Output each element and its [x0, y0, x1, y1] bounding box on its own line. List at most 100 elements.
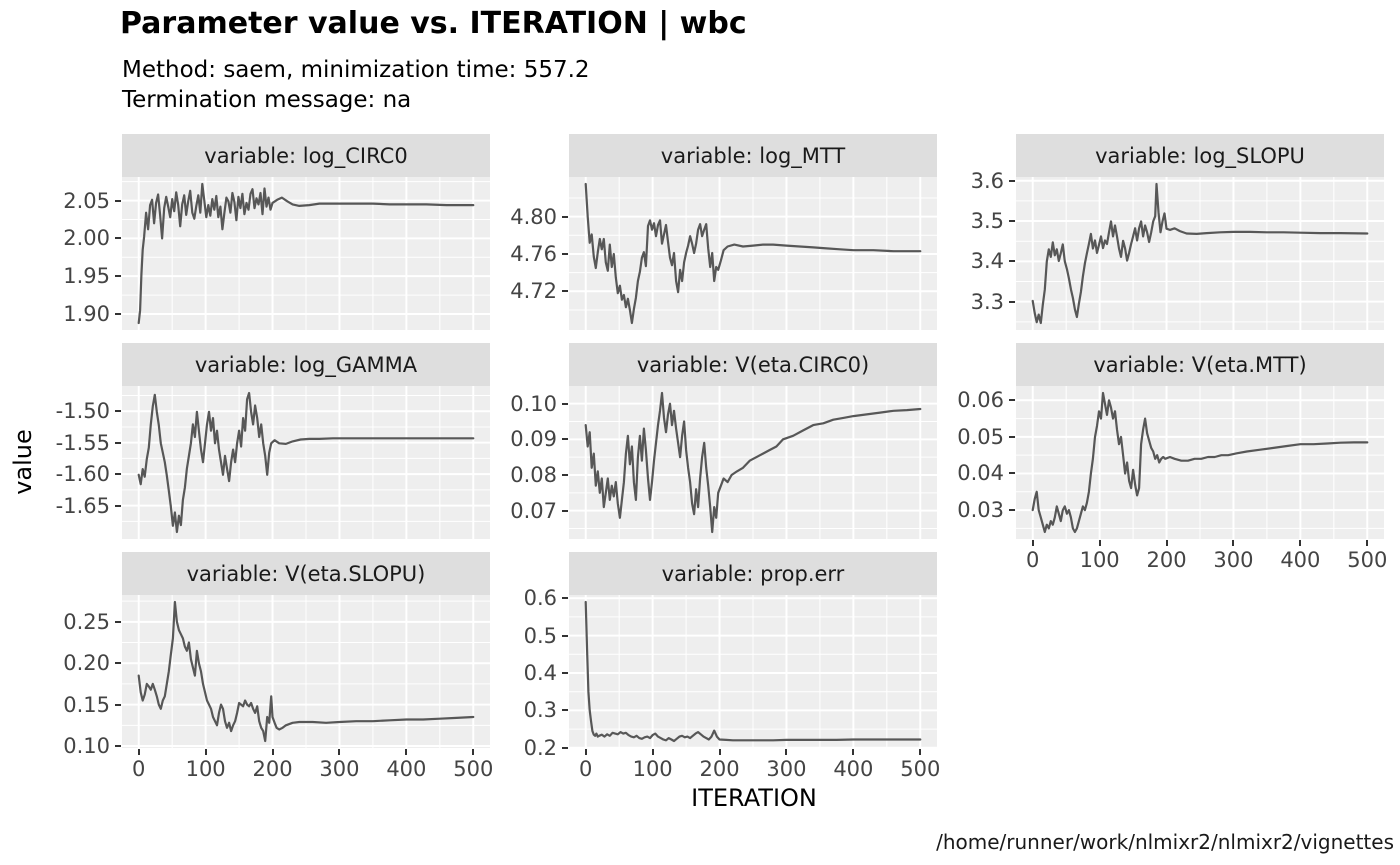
x-tick-mark — [1165, 540, 1168, 546]
x-tick-mark — [718, 749, 721, 755]
y-tick-mark — [1009, 220, 1015, 223]
y-tick-label: -1.60 — [55, 462, 110, 487]
y-tick-mark — [1009, 509, 1015, 512]
facet-panel — [569, 595, 937, 748]
y-tick-label: 0.4 — [523, 660, 557, 685]
y-tick-label: 0.6 — [523, 586, 557, 611]
y-tick-label: 0.15 — [63, 692, 110, 717]
x-tick-label: 200 — [699, 757, 740, 781]
y-tick-mark — [115, 441, 121, 444]
y-tick-mark — [1009, 399, 1015, 402]
x-tick-label: 0 — [1026, 548, 1040, 572]
trace-line — [137, 182, 475, 325]
x-tick-mark — [405, 749, 408, 755]
y-tick-label: 0.09 — [510, 427, 557, 452]
x-tick-label: 200 — [1146, 548, 1187, 572]
trace-line — [1031, 182, 1369, 325]
x-tick-mark — [651, 749, 654, 755]
x-tick-mark — [1031, 540, 1034, 546]
facet-strip: variable: log_CIRC0 — [122, 134, 490, 177]
x-tick-label: 100 — [632, 757, 673, 781]
y-tick-mark — [1009, 435, 1015, 438]
subtitle-method: Method: saem, minimization time: 557.2 — [122, 57, 590, 83]
y-tick-label: 0.10 — [510, 391, 557, 416]
trace-line — [1031, 391, 1369, 534]
y-tick-mark — [562, 709, 568, 712]
y-tick-mark — [562, 671, 568, 674]
y-tick-mark — [115, 312, 121, 315]
y-tick-label: -1.50 — [55, 399, 110, 424]
y-tick-label: 0.07 — [510, 498, 557, 523]
y-tick-mark — [115, 473, 121, 476]
y-tick-mark — [562, 634, 568, 637]
x-tick-mark — [1098, 540, 1101, 546]
y-tick-mark — [562, 746, 568, 749]
x-tick-mark — [338, 749, 341, 755]
y-tick-label: 0.03 — [957, 498, 1004, 523]
y-tick-mark — [115, 745, 121, 747]
x-tick-mark — [204, 749, 207, 755]
y-tick-mark — [562, 215, 568, 218]
x-tick-mark — [1232, 540, 1235, 546]
y-tick-mark — [562, 597, 568, 600]
y-tick-mark — [562, 438, 568, 441]
x-tick-mark — [919, 749, 922, 755]
y-tick-mark — [562, 252, 568, 255]
y-tick-label: 0.06 — [957, 388, 1004, 413]
x-tick-label: 0 — [579, 757, 593, 781]
page-title: Parameter value vs. ITERATION | wbc — [120, 6, 747, 41]
x-tick-label: 100 — [185, 757, 226, 781]
x-tick-label: 400 — [1280, 548, 1321, 572]
y-tick-label: 3.4 — [970, 249, 1004, 274]
x-tick-mark — [785, 749, 788, 755]
y-tick-mark — [115, 620, 121, 623]
x-tick-label: 500 — [453, 757, 494, 781]
y-tick-label: 1.95 — [63, 264, 110, 289]
y-tick-label: 3.5 — [970, 209, 1004, 234]
y-tick-label: 2.00 — [63, 226, 110, 251]
y-tick-label: 3.6 — [970, 168, 1004, 193]
y-tick-label: 0.2 — [523, 735, 557, 760]
y-tick-mark — [562, 402, 568, 405]
x-tick-mark — [1299, 540, 1302, 546]
x-tick-label: 0 — [132, 757, 146, 781]
y-tick-label: 3.3 — [970, 289, 1004, 314]
x-tick-mark — [852, 749, 855, 755]
y-tick-label: 0.05 — [957, 424, 1004, 449]
x-axis-title: ITERATION — [691, 784, 817, 812]
x-tick-label: 500 — [900, 757, 941, 781]
subtitle-termination: Termination message: na — [122, 87, 412, 113]
x-tick-label: 500 — [1347, 548, 1388, 572]
y-tick-label: 0.20 — [63, 651, 110, 676]
facet-panel — [569, 177, 937, 330]
y-tick-label: 4.80 — [510, 204, 557, 229]
y-tick-mark — [115, 199, 121, 202]
y-tick-mark — [1009, 472, 1015, 475]
y-tick-mark — [115, 275, 121, 278]
trace-line — [584, 182, 922, 325]
x-tick-mark — [1366, 540, 1369, 546]
facet-panel — [122, 595, 490, 748]
x-tick-label: 300 — [1213, 548, 1254, 572]
y-tick-mark — [115, 703, 121, 706]
x-tick-label: 200 — [252, 757, 293, 781]
facet-panel — [1016, 386, 1384, 539]
y-tick-label: 0.04 — [957, 461, 1004, 486]
y-tick-mark — [562, 473, 568, 476]
y-tick-mark — [115, 662, 121, 665]
y-tick-mark — [115, 410, 121, 413]
y-tick-label: 0.25 — [63, 609, 110, 634]
x-tick-label: 100 — [1079, 548, 1120, 572]
x-tick-mark — [584, 749, 587, 755]
y-tick-mark — [562, 290, 568, 293]
y-tick-label: -1.65 — [55, 493, 110, 518]
y-tick-label: 0.10 — [63, 734, 110, 758]
y-tick-label: 4.72 — [510, 279, 557, 304]
trace-line — [137, 391, 475, 534]
facet-strip: variable: log_MTT — [569, 134, 937, 177]
y-tick-mark — [115, 504, 121, 507]
facet-strip: variable: V(eta.SLOPU) — [122, 552, 490, 595]
facet-strip: variable: V(eta.MTT) — [1016, 343, 1384, 386]
y-tick-label: 0.3 — [523, 698, 557, 723]
